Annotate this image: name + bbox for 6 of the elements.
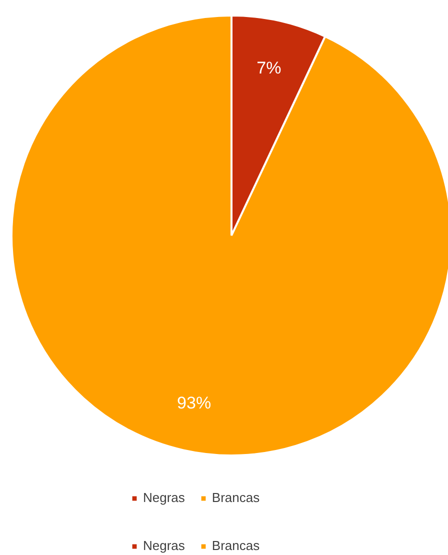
legend-label: Negras xyxy=(143,490,185,505)
legend-label: Brancas xyxy=(212,490,260,505)
data-label: 7% xyxy=(256,58,282,78)
category-label: Brancas xyxy=(212,538,260,553)
data-label: 93% xyxy=(177,393,212,412)
category-label: Negras xyxy=(143,538,185,553)
